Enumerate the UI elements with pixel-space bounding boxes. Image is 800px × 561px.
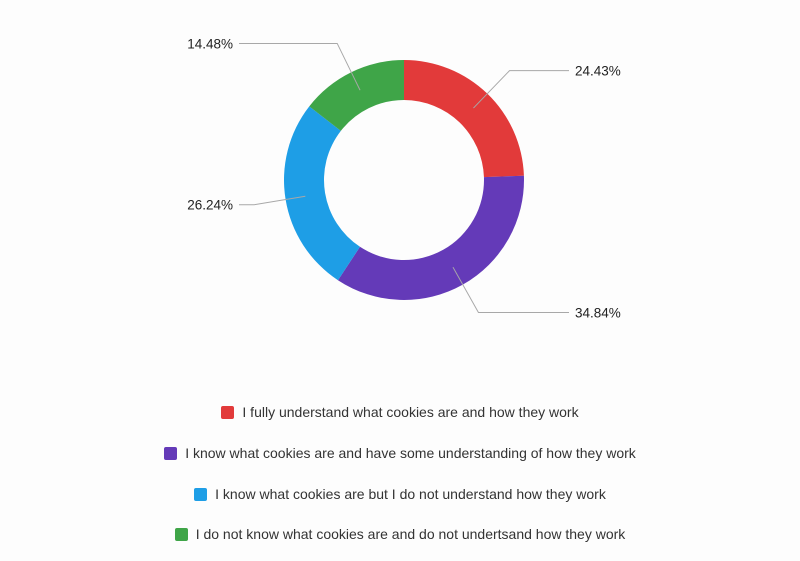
legend-swatch-3 <box>194 487 208 501</box>
leader-line-4 <box>239 42 361 91</box>
legend-item-1[interactable]: I fully understand what cookies are and … <box>0 404 800 420</box>
slice-3[interactable] <box>284 106 360 281</box>
legend-swatch-2 <box>164 446 178 460</box>
slice-value-label-3: 26.24% <box>187 198 233 213</box>
slice-4[interactable] <box>309 60 404 131</box>
legend-label-3: I know what cookies are but I do not und… <box>215 486 606 502</box>
slice-1[interactable] <box>404 60 524 178</box>
slice-value-label-2: 34.84% <box>575 306 621 321</box>
legend-label-4: I do not know what cookies are and do no… <box>195 526 626 542</box>
legend-swatch-1 <box>221 405 235 419</box>
legend-swatch-4 <box>174 527 188 541</box>
slice-value-label-4: 14.48% <box>187 36 233 51</box>
slice-value-label-1: 24.43% <box>575 64 621 79</box>
legend-item-4[interactable]: I do not know what cookies are and do no… <box>0 526 800 542</box>
legend-label-1: I fully understand what cookies are and … <box>242 404 579 420</box>
leader-line-2 <box>452 266 569 314</box>
legend-item-2[interactable]: I know what cookies are and have some un… <box>0 445 800 461</box>
leader-line-1 <box>473 70 569 109</box>
slice-2[interactable] <box>337 175 524 301</box>
leader-line-3 <box>239 195 306 206</box>
legend-item-3[interactable]: I know what cookies are but I do not und… <box>0 486 800 502</box>
donut-chart: 24.43% 34.84% 26.24% 14.48% <box>187 36 621 321</box>
legend-label-2: I know what cookies are and have some un… <box>185 445 636 461</box>
